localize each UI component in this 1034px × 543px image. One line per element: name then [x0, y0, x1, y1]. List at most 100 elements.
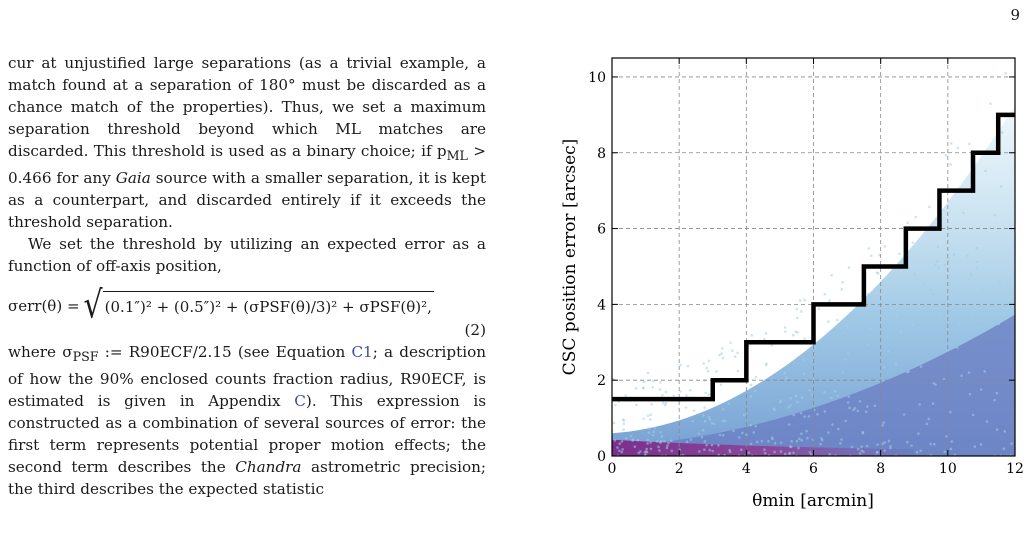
x-tick-label: 8: [876, 461, 885, 477]
density-point: [864, 410, 868, 414]
density-point: [803, 415, 806, 418]
density-point: [646, 438, 650, 442]
density-point: [960, 374, 963, 377]
appendix-link[interactable]: C: [294, 392, 306, 411]
density-point: [708, 448, 712, 452]
density-point: [869, 327, 872, 331]
density-point: [828, 299, 831, 303]
density-point: [828, 453, 832, 456]
density-point: [721, 419, 725, 423]
density-point: [649, 441, 652, 444]
density-point: [795, 307, 799, 311]
density-point: [867, 343, 870, 347]
density-core: [612, 439, 915, 456]
density-point: [881, 442, 885, 446]
density-point: [705, 366, 709, 370]
threshold-step-line: [612, 112, 1015, 402]
paragraph-2: We set the threshold by utilizing an exp…: [8, 235, 486, 276]
density-point: [810, 393, 814, 397]
density-point: [652, 430, 655, 434]
density-point: [844, 419, 847, 423]
density-point: [814, 345, 817, 349]
density-point: [651, 385, 655, 389]
density-point: [700, 435, 704, 439]
density-point: [1002, 447, 1006, 451]
equation-link[interactable]: C1: [351, 343, 373, 362]
density-point: [917, 432, 920, 435]
density-point: [670, 449, 674, 453]
density-point: [613, 439, 617, 442]
equation-number: (2): [464, 321, 486, 340]
density-point: [885, 336, 888, 340]
x-tick-label: 0: [608, 461, 617, 477]
density-point: [913, 272, 916, 276]
density-point: [753, 389, 757, 393]
density-point: [838, 442, 842, 445]
density-point: [622, 422, 626, 426]
density-point: [955, 346, 959, 349]
density-point: [876, 443, 879, 446]
density-point: [993, 213, 997, 217]
x-axis-label: θmin [arcmin]: [752, 491, 874, 511]
density-point: [719, 383, 723, 387]
density-point: [1000, 131, 1004, 134]
density-mid: [612, 314, 1015, 456]
density-point: [703, 420, 707, 423]
density-point: [998, 281, 1001, 284]
density-point: [650, 403, 653, 406]
density-point: [999, 185, 1003, 188]
y-axis-label: CSC position error [arcsec]: [560, 139, 580, 376]
density-point: [830, 273, 833, 277]
density-point: [783, 452, 787, 456]
density-point: [995, 428, 999, 431]
density-point: [885, 318, 888, 321]
density-point: [749, 423, 753, 427]
y-tick-label: 2: [597, 373, 606, 389]
density-point: [717, 453, 720, 456]
density-point: [784, 376, 788, 380]
density-point: [763, 448, 766, 452]
density-point: [856, 447, 860, 451]
density-point: [712, 422, 716, 426]
density-point: [651, 379, 655, 383]
density-point: [649, 447, 653, 451]
density-point: [827, 320, 830, 323]
density-point: [903, 307, 906, 310]
density-point: [943, 450, 947, 454]
density-point: [717, 443, 720, 447]
density-point: [977, 326, 981, 329]
density-point: [816, 412, 819, 416]
density-layer: [612, 61, 1015, 456]
density-point: [906, 221, 910, 224]
density-point: [856, 409, 860, 413]
density-point: [718, 433, 722, 437]
density-point: [931, 292, 935, 296]
density-point: [616, 446, 619, 449]
density-point: [646, 442, 649, 445]
density-point: [710, 443, 714, 447]
density-point: [1004, 72, 1008, 75]
density-point: [635, 403, 638, 407]
density-point: [645, 447, 649, 451]
y-tick-label: 10: [588, 70, 606, 86]
density-point: [643, 450, 647, 454]
density-point: [887, 439, 891, 443]
density-point: [790, 440, 793, 443]
density-point: [971, 315, 974, 318]
density-point: [965, 302, 969, 306]
density-point: [787, 423, 791, 426]
density-point: [644, 453, 647, 456]
density-point: [745, 433, 748, 437]
density-point: [651, 433, 655, 437]
density-point: [873, 404, 877, 408]
density-point: [866, 293, 870, 296]
equation-rhs: (0.1″)² + (0.5″)² + (σPSF(θ)/3)² + σPSF(…: [102, 291, 434, 321]
density-point: [701, 428, 705, 432]
density-point: [883, 441, 887, 444]
density-point: [614, 403, 617, 407]
density-point: [916, 316, 920, 320]
density-point: [969, 273, 973, 277]
density-point: [733, 355, 737, 359]
density-point: [1003, 430, 1007, 433]
density-point: [641, 386, 645, 390]
